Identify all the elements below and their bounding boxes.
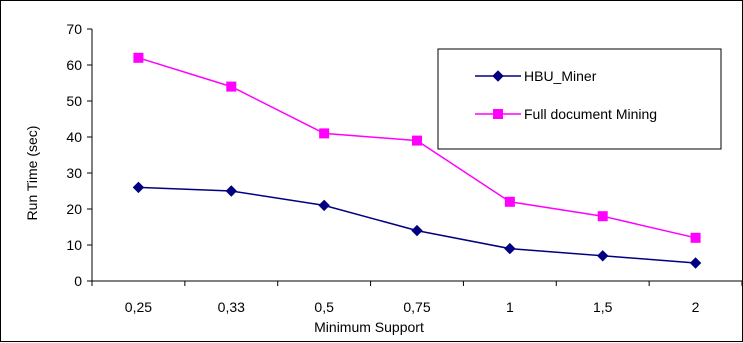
legend-label: Full document Mining (524, 106, 657, 122)
x-axis-title: Minimum Support (314, 319, 424, 335)
series-layer (132, 52, 702, 269)
data-point (225, 185, 237, 197)
x-tick-label: 0,25 (125, 299, 152, 315)
y-tick-label: 60 (66, 57, 82, 73)
legend-label: HBU_Miner (524, 68, 597, 84)
x-tick-label: 1,5 (593, 299, 613, 315)
data-point (597, 250, 609, 262)
legend-box (437, 48, 722, 150)
y-tick-label: 20 (66, 201, 82, 217)
y-tick-label: 30 (66, 165, 82, 181)
y-tick-label: 0 (74, 273, 82, 289)
legend-marker (492, 70, 504, 82)
x-tick-label: 0,75 (403, 299, 430, 315)
data-point (411, 224, 423, 237)
data-point (412, 135, 422, 146)
x-axis: 0,25 0,33 0,5 0,75 1 1,5 2 (91, 280, 743, 315)
legend-marker (493, 109, 503, 119)
legend-item: HBU_Miner (475, 68, 597, 84)
data-point (689, 257, 702, 269)
data-point (132, 181, 145, 194)
x-tick-label: 2 (692, 299, 700, 315)
data-point (597, 211, 608, 222)
series-full-document-mining (133, 52, 701, 243)
data-point (133, 52, 144, 63)
data-point (319, 128, 330, 139)
y-tick-label: 50 (66, 93, 82, 109)
y-axis-title: Run Time (sec) (24, 126, 40, 221)
x-tick-label: 0,33 (218, 299, 245, 315)
x-tick-label: 0,5 (314, 299, 334, 315)
y-tick-label: 40 (66, 129, 82, 145)
data-point (504, 242, 516, 255)
data-point (226, 81, 237, 92)
legend: HBU_Miner Full document Mining (437, 48, 722, 150)
data-point (504, 196, 515, 207)
data-point (318, 199, 330, 212)
data-point (690, 232, 701, 243)
x-tick-label: 1 (506, 299, 514, 315)
legend-items: HBU_Miner Full document Mining (475, 68, 657, 122)
y-tick-label: 10 (66, 237, 82, 253)
y-axis: 0 10 20 30 40 50 60 70 (66, 21, 93, 289)
y-tick-label: 70 (66, 21, 82, 37)
series-hbu-miner (132, 181, 702, 269)
legend-item: Full document Mining (475, 106, 657, 122)
